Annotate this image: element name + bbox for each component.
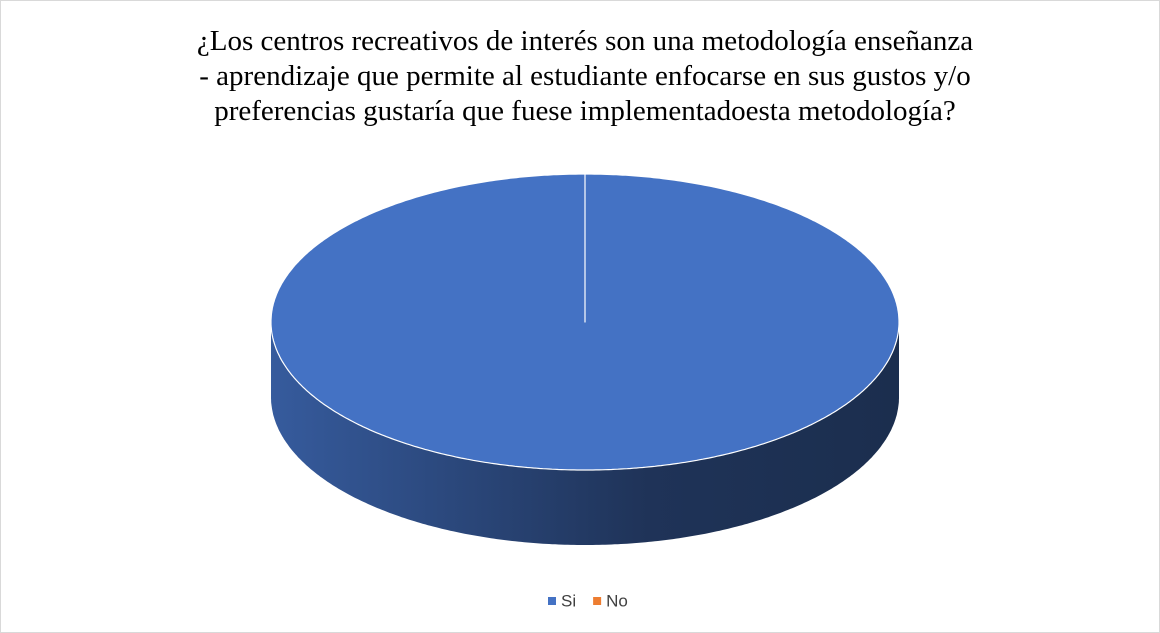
legend-label: Si [561,591,576,610]
pie-slice [270,173,900,471]
legend-label: No [606,591,628,610]
legend-swatch [548,597,556,605]
pie-side [271,322,899,545]
legend-swatch [593,597,602,605]
chart-title: ¿Los centros recreativos de interés son … [196,25,974,127]
